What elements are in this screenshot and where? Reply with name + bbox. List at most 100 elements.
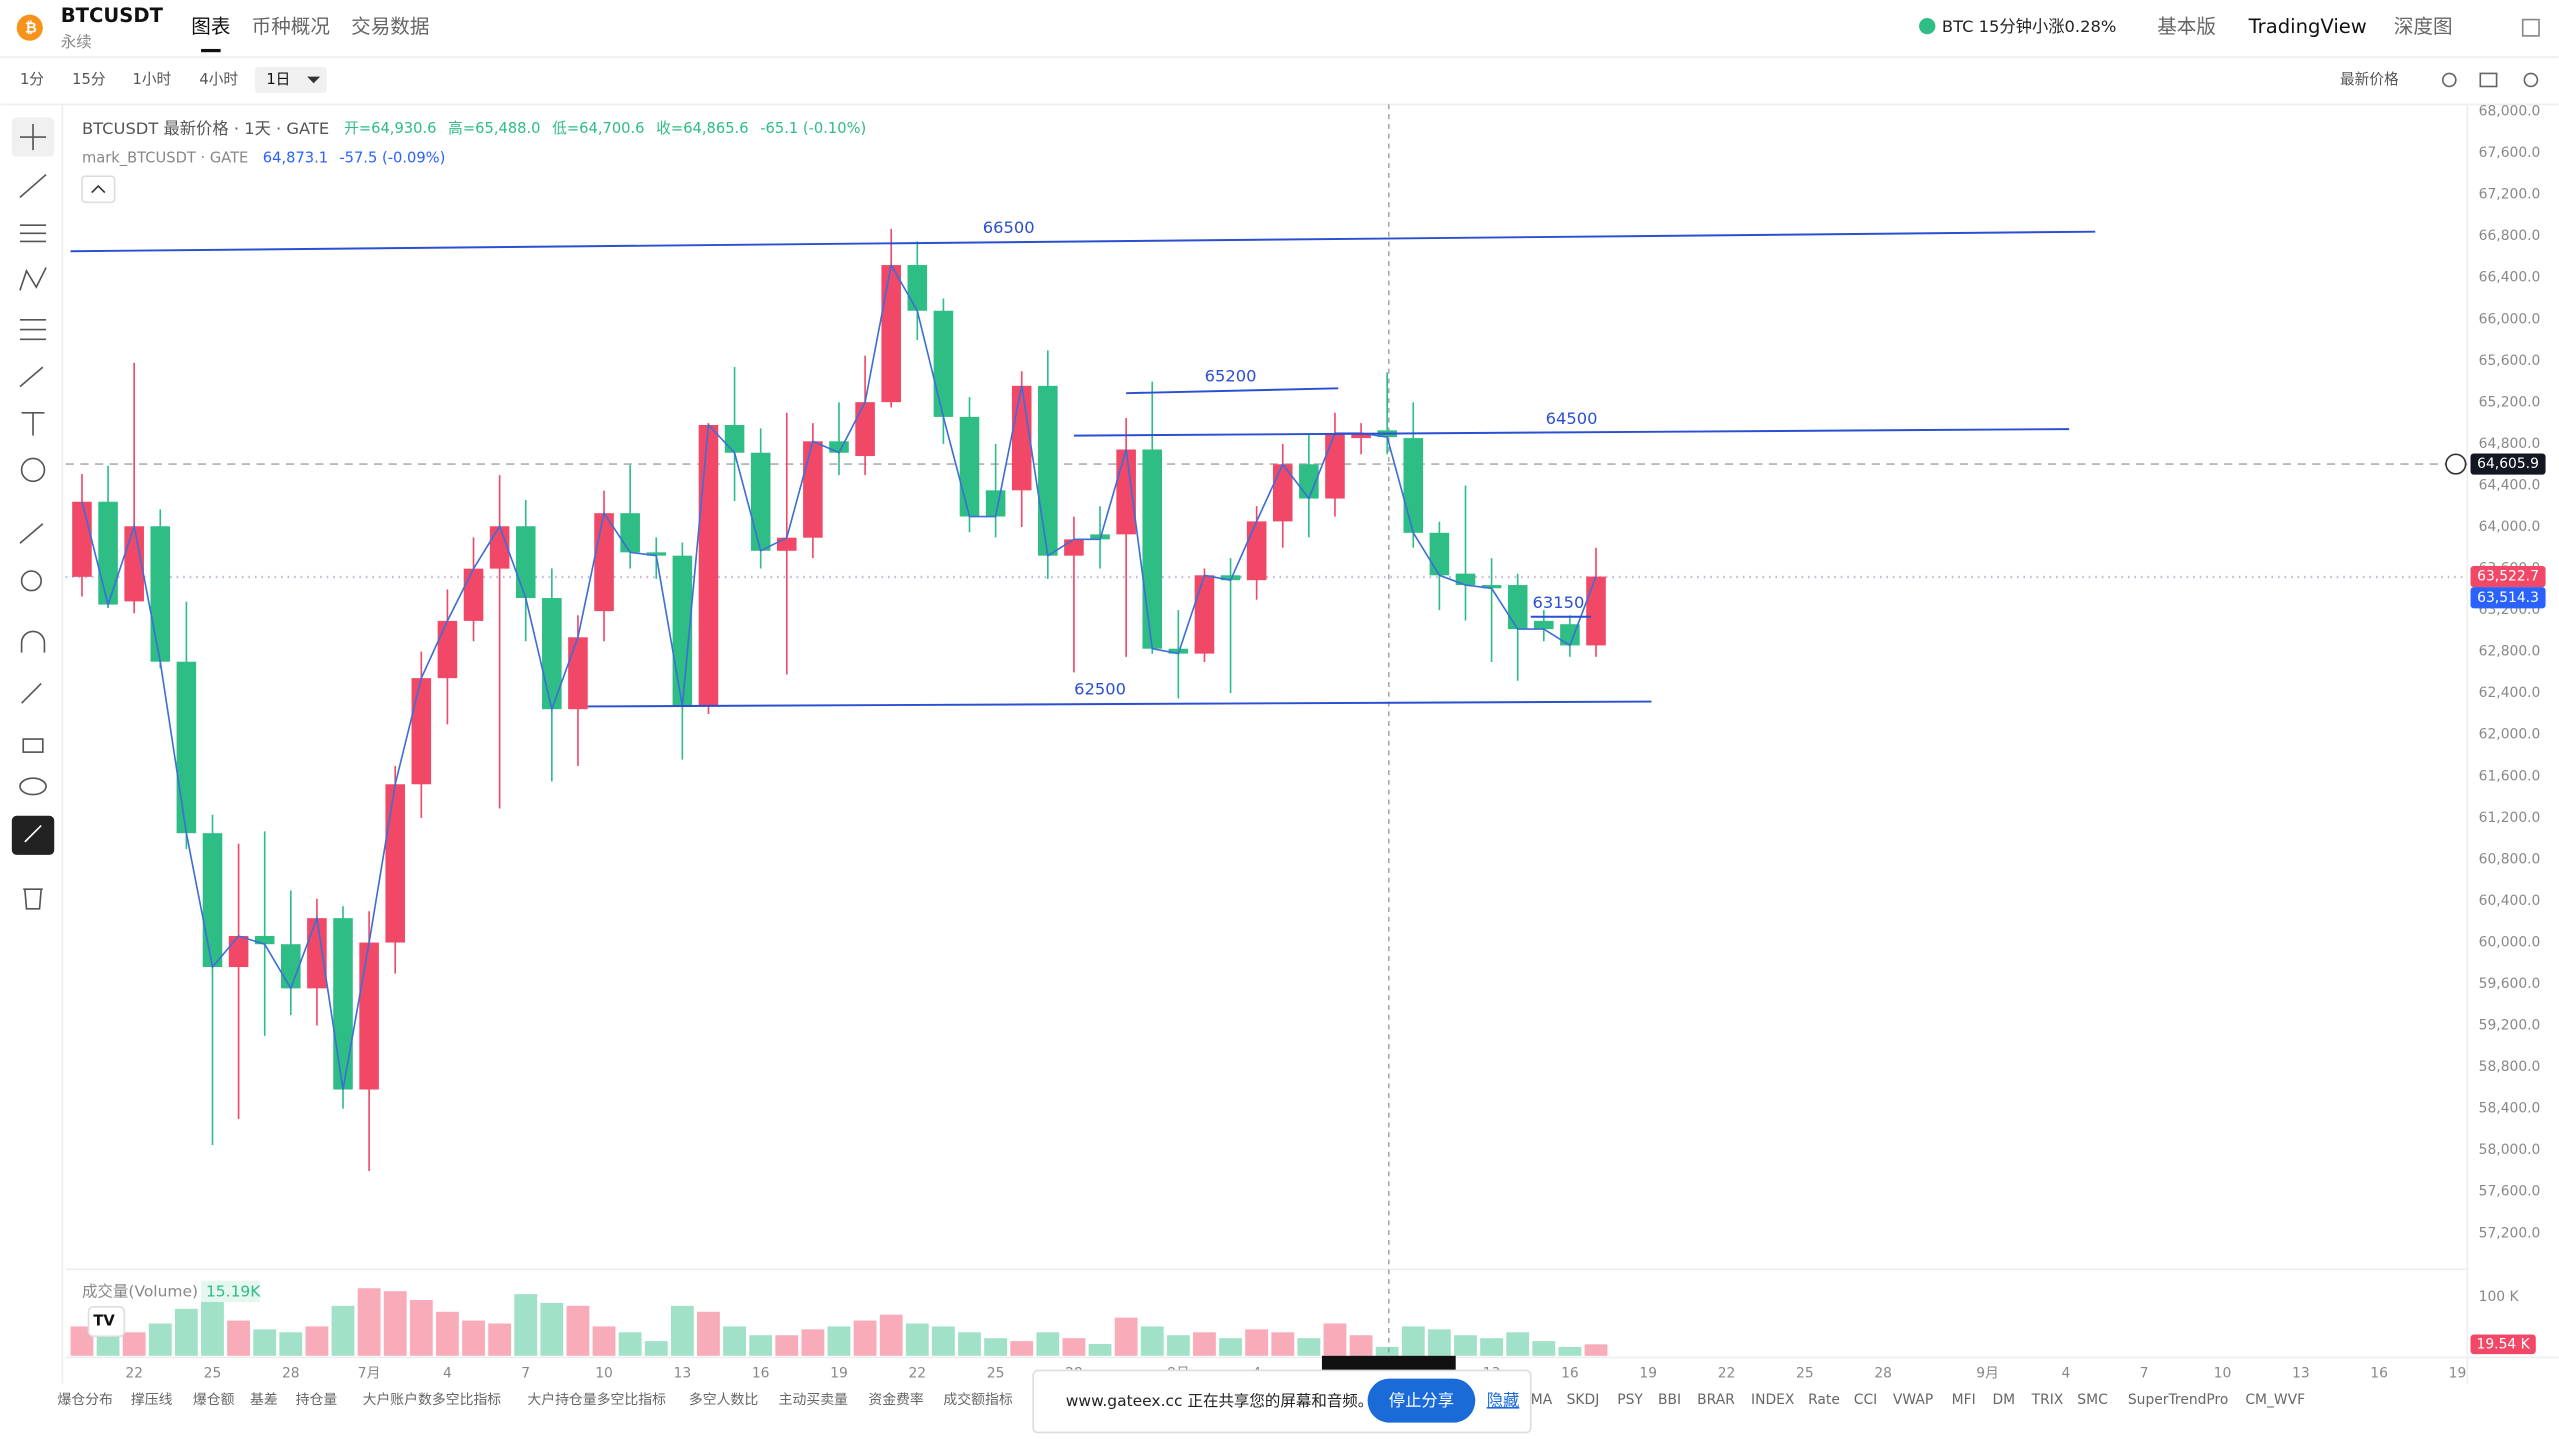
x-tick-label: 22 [908, 1366, 926, 1382]
pattern-tool[interactable] [19, 267, 47, 291]
crosshair-tool[interactable] [19, 123, 47, 151]
interval[interactable]: 1日 [266, 71, 290, 88]
hide-share[interactable]: 隐藏 [1487, 1391, 1520, 1410]
drawn-line-label: 66500 [983, 218, 1035, 237]
indicator-tab[interactable]: 撑压线 [131, 1392, 173, 1408]
volume-legend-bg [201, 1280, 260, 1302]
brush-tool[interactable] [19, 366, 44, 388]
indicator-tab[interactable]: TRIX [2031, 1392, 2064, 1408]
volume-bar [1480, 1338, 1504, 1356]
camera-icon[interactable] [2479, 72, 2498, 88]
candle-body [985, 490, 1006, 517]
indicator-tab[interactable]: DM [1992, 1392, 2015, 1408]
volume-bar [592, 1326, 616, 1356]
volume-bar [1427, 1329, 1451, 1356]
lock-tool[interactable] [22, 738, 44, 753]
indicator-tab[interactable]: 大户账户数多空比指标 [363, 1391, 502, 1408]
mode[interactable]: 基本版 [2157, 15, 2216, 38]
volume-bar [514, 1294, 538, 1356]
interval[interactable]: 1小时 [133, 71, 172, 88]
x-tick-label: 19 [1639, 1366, 1657, 1382]
search-icon[interactable] [2441, 72, 2457, 88]
indicator-tab[interactable]: 成交额指标 [943, 1391, 1012, 1408]
volume-bar [1088, 1344, 1112, 1356]
interval[interactable]: 1分 [20, 71, 44, 88]
volume-bar [931, 1326, 955, 1356]
drawn-line [1073, 428, 2070, 437]
indicator-tab[interactable]: BBI [1658, 1392, 1681, 1408]
y-tick-label: 66,800.0 [2479, 228, 2541, 244]
candle-body [542, 598, 562, 710]
indicator-tab[interactable]: MFI [1952, 1392, 1976, 1408]
indicator-tab[interactable]: PSY [1617, 1392, 1643, 1408]
indicator-tab[interactable]: SKDJ [1567, 1392, 1600, 1408]
y-tick-label: 60,800.0 [2479, 851, 2541, 867]
magnet-tool[interactable] [20, 630, 46, 653]
stop-share-button[interactable] [1367, 1378, 1476, 1423]
alert[interactable]: BTC 15分钟小涨0.28% [1942, 17, 2116, 36]
candle-body [202, 833, 223, 968]
settings-icon[interactable] [2523, 72, 2539, 88]
indicator-tab[interactable]: CCI [1854, 1392, 1877, 1408]
candle-body [1116, 449, 1136, 535]
indicator-tab[interactable]: MA [1531, 1392, 1553, 1408]
trend-tool[interactable] [19, 173, 47, 199]
y-tick-label: 58,400.0 [2479, 1101, 2541, 1117]
mode[interactable]: TradingView [2248, 15, 2367, 38]
zoom-tool[interactable] [20, 570, 42, 592]
indicator-tab[interactable]: BRAR [1697, 1392, 1735, 1408]
volume-bar [227, 1320, 251, 1356]
volume-bar [1219, 1338, 1242, 1356]
volume-bar [1297, 1338, 1321, 1356]
text-tool[interactable] [21, 411, 45, 436]
tab[interactable]: 交易数据 [351, 15, 429, 38]
channel-tool[interactable] [19, 224, 47, 243]
collapse-button[interactable] [81, 175, 116, 204]
interval[interactable]: 4小时 [199, 71, 238, 88]
indicator-tab[interactable]: 爆仓分布 [57, 1392, 113, 1408]
symbol[interactable]: BTCUSDT [61, 4, 164, 27]
legend-name: BTCUSDT 最新价格 · 1天 · GATE [82, 118, 329, 137]
indicator-tab[interactable]: 资金费率 [868, 1391, 924, 1408]
indicator-tab[interactable]: SMC [2077, 1392, 2107, 1408]
indicator-tab[interactable]: 大户持仓量多空比指标 [527, 1391, 666, 1408]
dropdown-arrow[interactable] [307, 76, 321, 84]
fullscreen-icon[interactable] [2521, 18, 2540, 37]
indicator-tab[interactable]: 多空人数比 [689, 1391, 758, 1408]
crosshair-plus [2445, 453, 2467, 475]
indicator-tab[interactable]: 爆仓额 [193, 1392, 235, 1408]
drawn-line-label: 63150 [1533, 593, 1585, 612]
x-tick-label: 22 [125, 1366, 143, 1382]
tab[interactable]: 图表 [191, 15, 230, 38]
indicator-tab[interactable]: 持仓量 [296, 1392, 338, 1408]
candle-body [803, 441, 823, 538]
candle-body [855, 402, 875, 457]
price-mode[interactable]: 最新价格 [2340, 71, 2399, 88]
volume-bar [436, 1311, 459, 1356]
tab[interactable]: 币种概况 [252, 15, 330, 38]
emoji-tool[interactable] [20, 457, 46, 483]
visibility-tool[interactable] [19, 777, 47, 796]
volume-bar [1271, 1332, 1295, 1356]
volume-bar [827, 1326, 851, 1356]
mode[interactable]: 深度图 [2394, 15, 2453, 38]
indicator-tab[interactable]: 基差 [250, 1391, 278, 1408]
indicator-tab[interactable]: CM_WVF [2245, 1392, 2305, 1408]
link-tool[interactable] [24, 824, 42, 843]
fib-tool[interactable] [19, 318, 47, 341]
pen-lock-tool[interactable] [21, 683, 42, 704]
indicator-tab[interactable]: Rate [1808, 1392, 1840, 1408]
indicator-tab[interactable]: 主动买卖量 [779, 1392, 848, 1408]
interval[interactable]: 15分 [72, 71, 106, 88]
volume-bar [1349, 1335, 1373, 1356]
indicator-tab[interactable]: VWAP [1893, 1392, 1933, 1408]
indicator-tab[interactable]: SuperTrendPro [2128, 1392, 2229, 1408]
candle-body [124, 526, 144, 602]
candle-body [933, 310, 954, 417]
x-tick-label: 25 [1796, 1366, 1814, 1382]
delete-tool[interactable] [23, 888, 43, 910]
indicator-tab[interactable]: INDEX [1751, 1392, 1795, 1408]
candle-body [411, 678, 432, 785]
candle-body [98, 501, 118, 605]
ruler-tool[interactable] [19, 523, 44, 544]
